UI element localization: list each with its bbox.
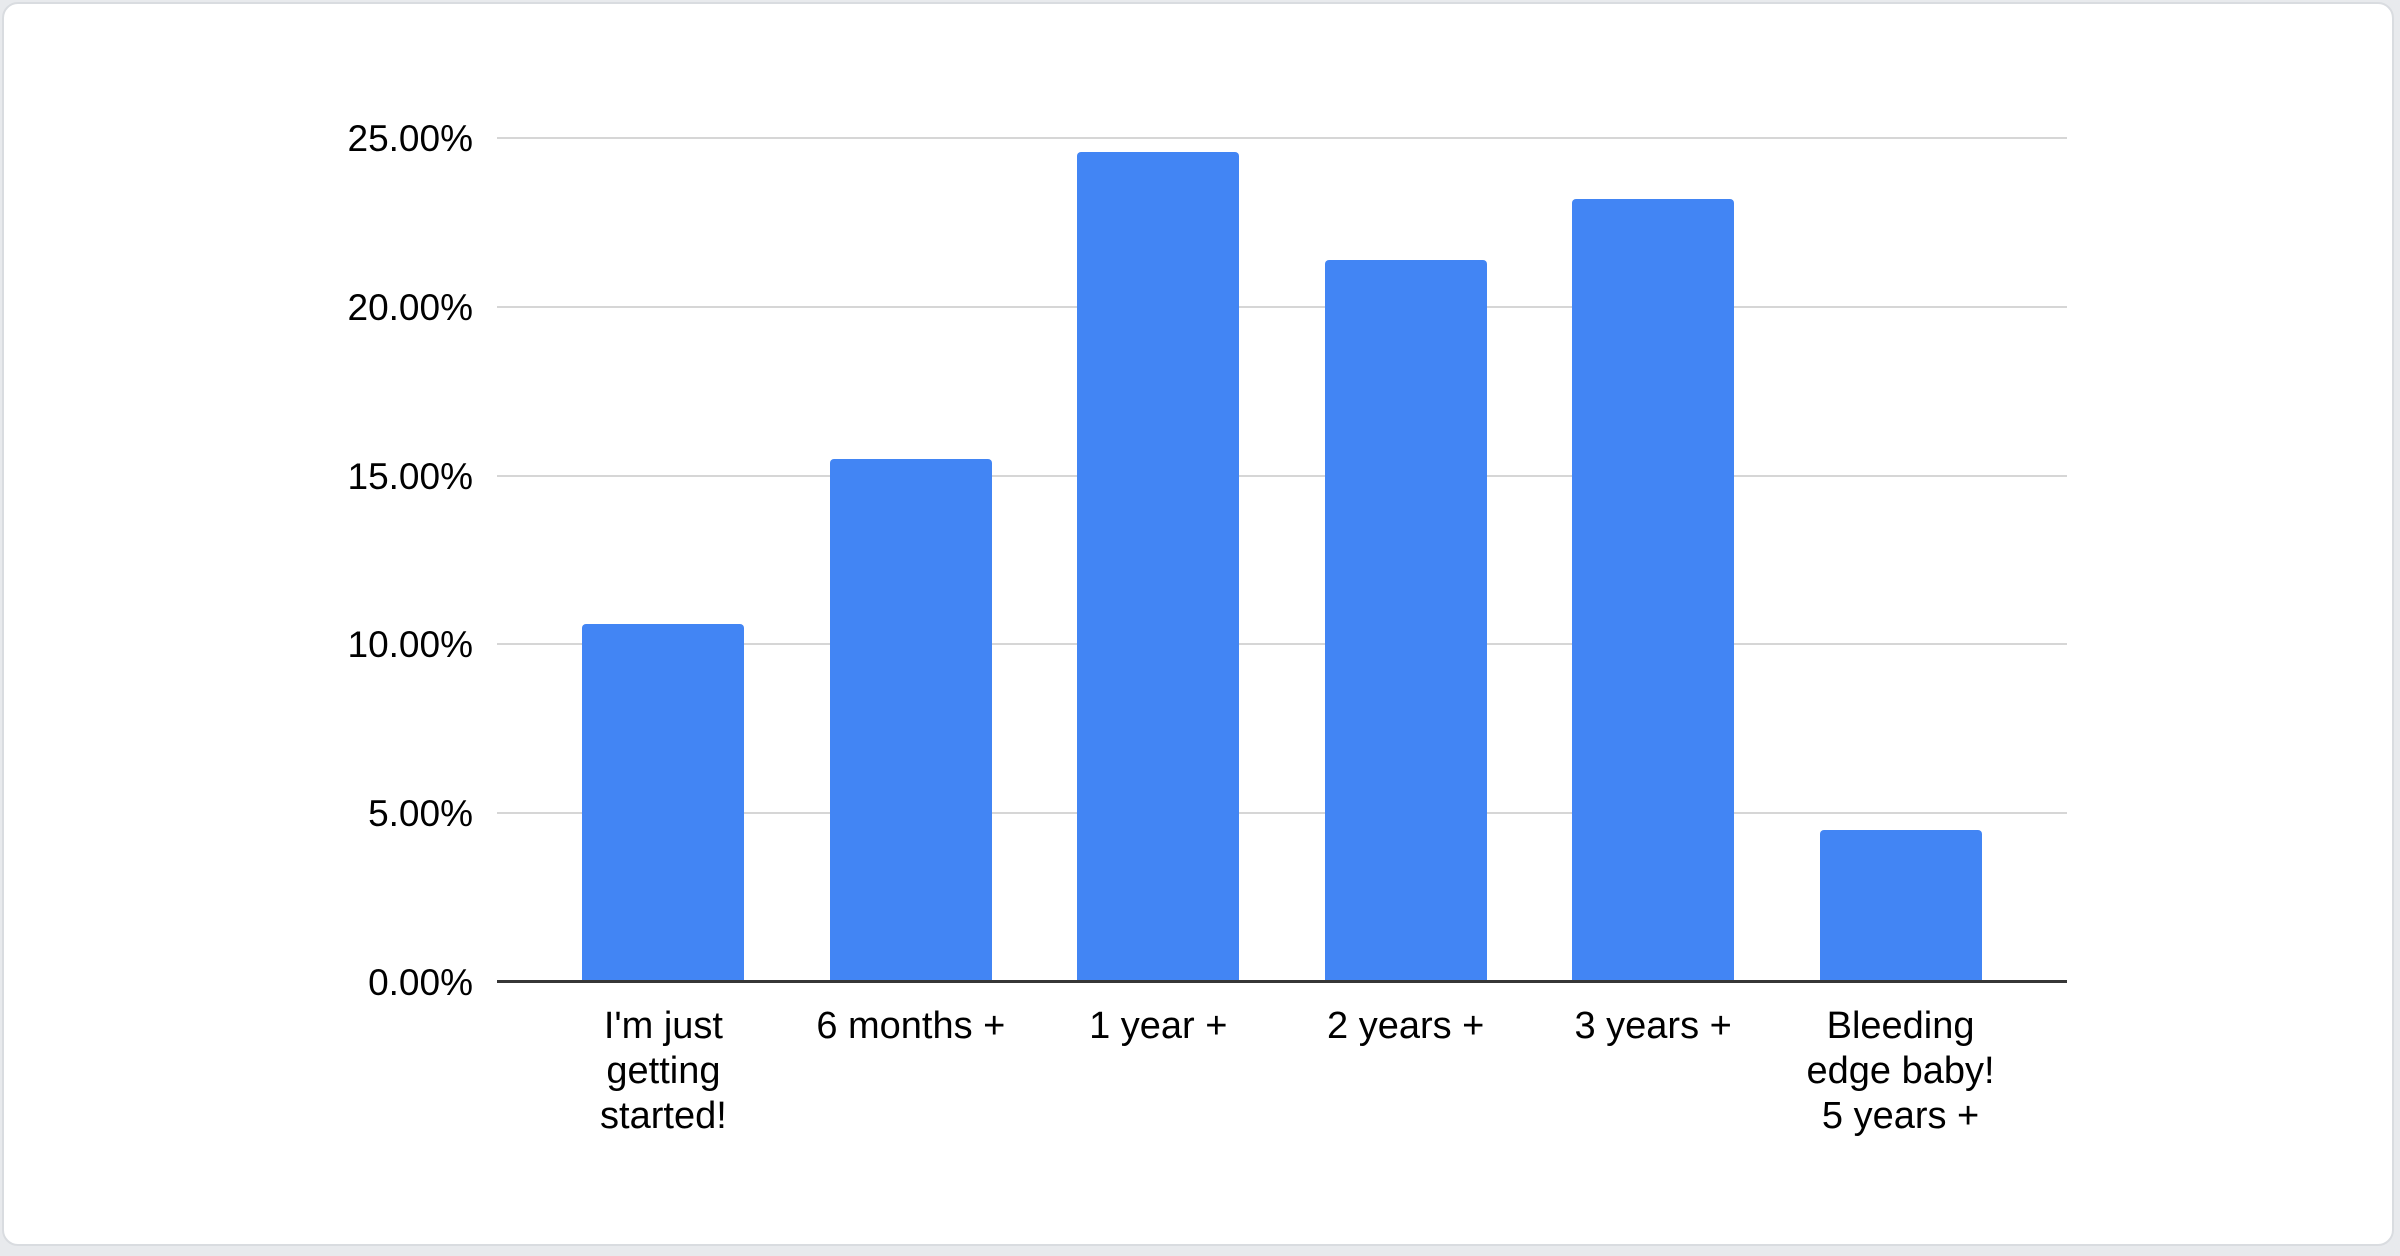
y-tick-label-15pct: 15.00%	[347, 455, 474, 497]
y-tick-label-10pct: 10.00%	[347, 624, 474, 666]
gridline-5pct	[497, 812, 2067, 815]
y-tick-label-20pct: 20.00%	[347, 286, 474, 328]
gridline-25pct	[497, 137, 2067, 139]
gridline-10pct	[497, 643, 2067, 646]
bar-1[interactable]	[582, 624, 745, 982]
x-category-label-4: 2 years +	[1327, 1005, 1485, 1047]
x-category-label-3: 1 year +	[1089, 1005, 1228, 1047]
gridline-20pct	[497, 305, 2067, 308]
bar-3[interactable]	[1077, 151, 1240, 982]
bar-5[interactable]	[1572, 198, 1735, 982]
plot-area	[497, 137, 2067, 983]
x-category-label-1: I'm just getting started!	[600, 1005, 727, 1137]
bar-6[interactable]	[1819, 830, 1982, 982]
gridline-15pct	[497, 474, 2067, 477]
bar-4[interactable]	[1324, 259, 1487, 982]
bar-2[interactable]	[829, 458, 992, 982]
x-axis-baseline	[497, 980, 2067, 983]
x-category-label-5: 3 years +	[1574, 1005, 1732, 1047]
bar-series	[497, 138, 2067, 982]
x-category-label-2: 6 months +	[816, 1005, 1006, 1047]
x-category-label-6: Bleeding edge baby! 5 years +	[1806, 1005, 1995, 1137]
y-tick-label-25pct: 25.00%	[347, 118, 474, 159]
y-tick-label-0pct: 0.00%	[368, 962, 473, 1003]
y-tick-label-5pct: 5.00%	[368, 793, 473, 835]
